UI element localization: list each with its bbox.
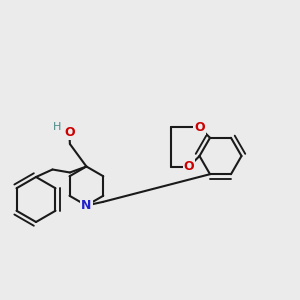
Text: N: N <box>81 199 92 212</box>
Text: H: H <box>53 122 61 132</box>
Text: O: O <box>64 126 75 139</box>
Text: O: O <box>194 121 205 134</box>
Text: O: O <box>184 160 194 173</box>
